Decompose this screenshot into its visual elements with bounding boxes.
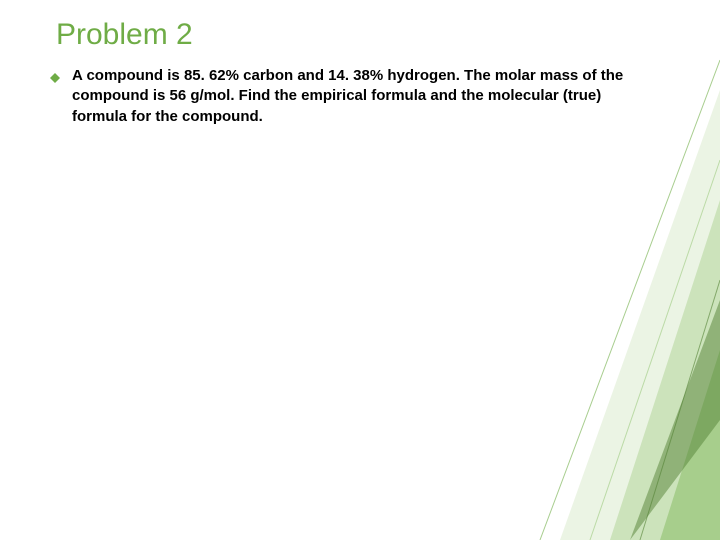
problem-title: Problem 2	[56, 18, 670, 52]
decor-line	[640, 280, 720, 540]
decor-line	[590, 160, 720, 540]
bullet-item: A compound is 85. 62% carbon and 14. 38%…	[50, 66, 670, 127]
diamond-shape	[50, 73, 60, 83]
decor-triangle	[560, 90, 720, 540]
decor-triangle	[660, 350, 720, 540]
decor-triangle	[610, 200, 720, 540]
problem-body-text: A compound is 85. 62% carbon and 14. 38%…	[72, 66, 632, 127]
diamond-bullet-icon	[50, 70, 60, 88]
decor-line	[540, 60, 720, 540]
slide: Problem 2 A compound is 85. 62% carbon a…	[0, 0, 720, 540]
decor-triangle	[630, 300, 720, 540]
